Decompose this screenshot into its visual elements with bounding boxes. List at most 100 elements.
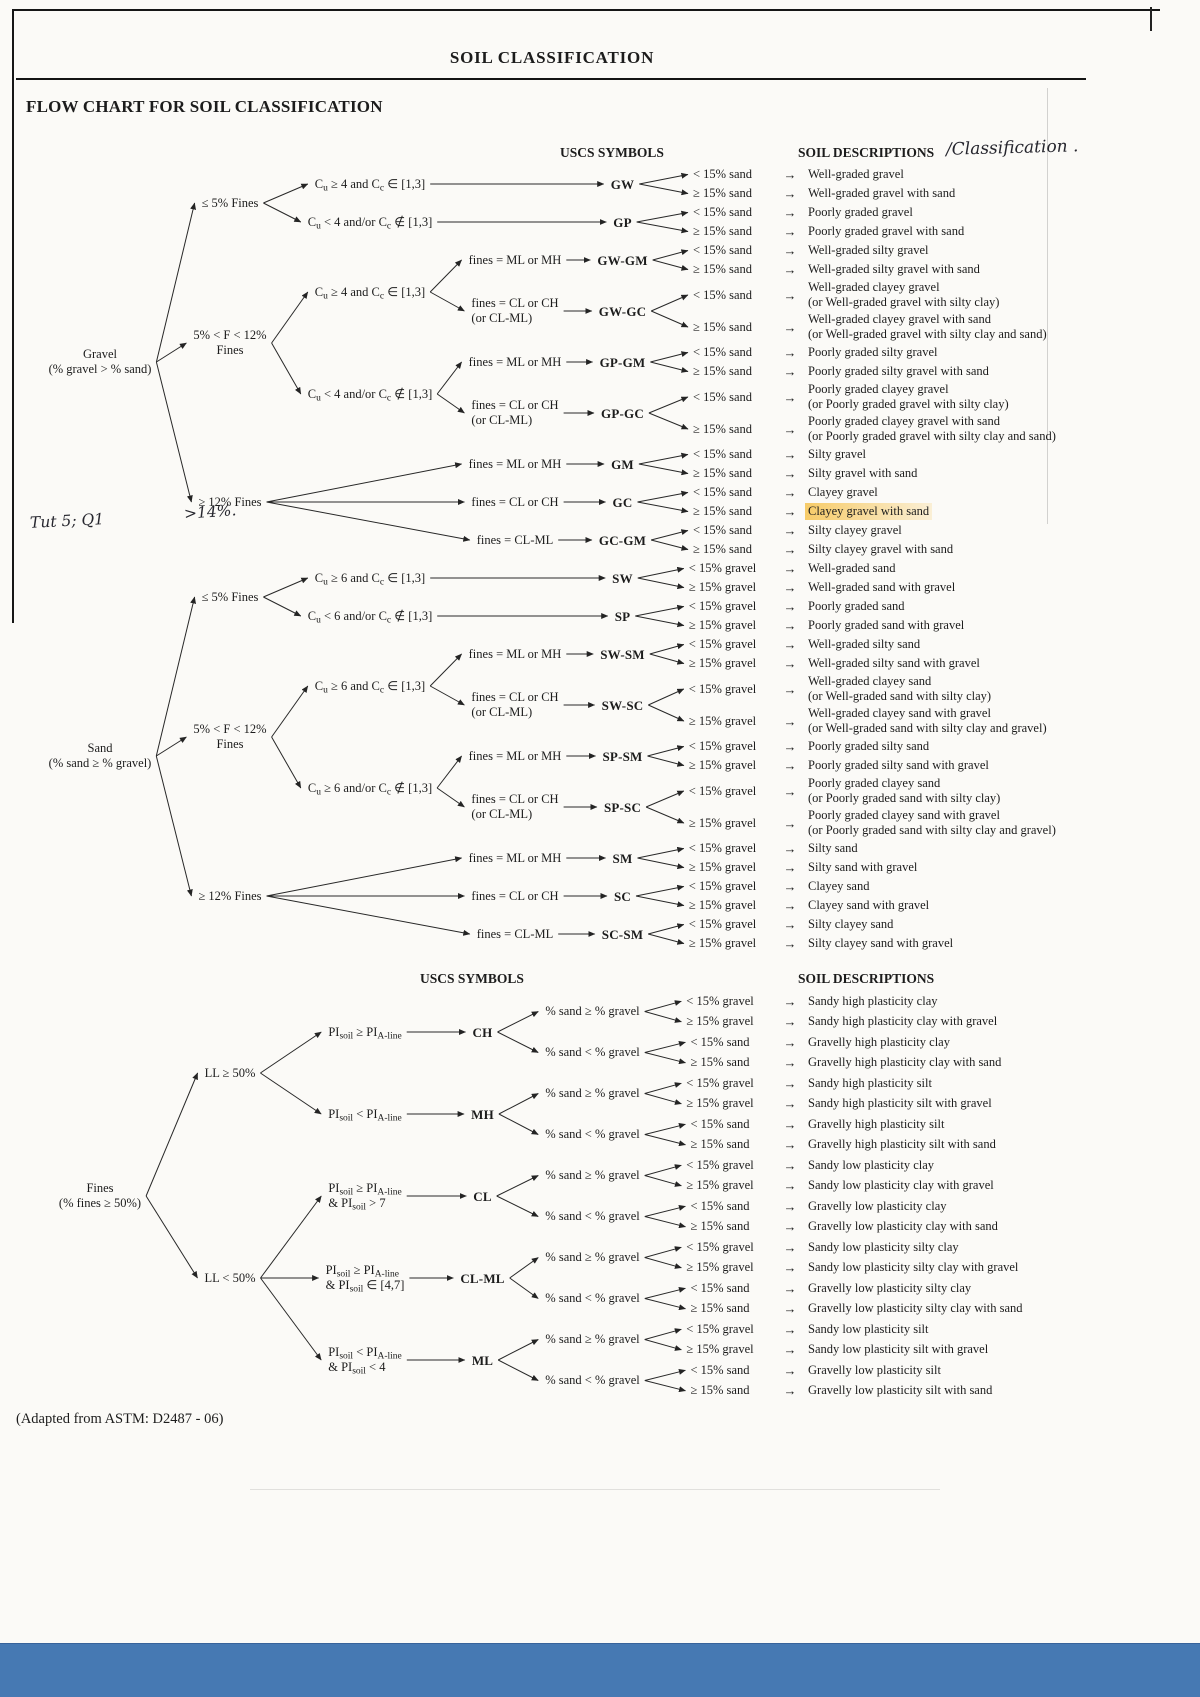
soil-description: Gravelly low plasticity silt [808,1362,941,1377]
gravel-flowchart: < 15% sand → Well-graded gravel ≥ 15% sand →… [0,165,1200,559]
percent-split-label: < 15% sand [692,243,753,257]
uscs-symbol: GC-GM [598,532,647,548]
uscs-symbol: GM [611,456,634,472]
soil-description: Silty clayey sand with gravel [808,936,954,950]
percent-split-label: ≥ 15% sand [690,1055,750,1070]
uscs-symbol: CL [473,1188,492,1204]
maps-to-arrow-icon: → [783,656,797,671]
uscs-symbol: SM [612,850,633,866]
maps-to-arrow-icon: → [783,713,797,729]
uscs-symbol: MH [471,1106,494,1122]
percent-split-label: < 15% gravel [688,917,757,931]
percent-split-label: ≥ 15% gravel [686,1096,754,1111]
maps-to-arrow-icon: → [783,1239,797,1255]
tree-node: Sand (% sand ≥ % gravel) [48,741,152,770]
maps-to-arrow-icon: → [783,1362,797,1378]
uscs-symbol: SW-SC [601,697,644,713]
percent-split-label: < 15% gravel [688,637,757,651]
tree-node: PIsoil < PIA-line & PIsoil < 4 [328,1345,402,1377]
tree-node: Cu ≥ 6 and Cc ∈ [1,3] [314,678,426,695]
uscs-symbols-header: USCS SYMBOLS [420,971,524,986]
maps-to-arrow-icon: → [783,345,797,360]
maps-to-arrow-icon: → [783,447,797,462]
maps-to-arrow-icon: → [783,1260,797,1276]
maps-to-arrow-icon: → [783,364,797,379]
maps-to-arrow-icon: → [783,1137,797,1153]
maps-to-arrow-icon: → [783,224,797,239]
header-rule [16,78,1086,80]
maps-to-arrow-icon: → [783,599,797,614]
soil-description: Well-graded sand [808,561,896,575]
uscs-symbol: GW-GC [598,303,647,319]
percent-split-label: < 15% gravel [688,561,757,575]
page-title: FLOW CHART FOR SOIL CLASSIFICATION [26,97,383,116]
maps-to-arrow-icon: → [783,1219,797,1235]
tree-node: % sand < % gravel [545,1209,640,1223]
percent-split-label: ≥ 15% sand [693,224,752,238]
soil-description: Poorly graded silty sand [808,739,930,753]
tree-node: ≥ 12% Fines [198,494,262,509]
percent-split-label: < 15% gravel [686,1075,754,1090]
soil-description: Sandy high plasticity silt [808,1075,932,1090]
uscs-symbol: GW-GM [597,252,648,268]
tree-node: ≤ 5% Fines [201,195,259,210]
tree-node: Cu < 4 and/or Cc ∉ [1,3] [307,214,433,231]
tree-node: Fines (% fines ≥ 50%) [58,1181,142,1210]
tree-node: fines = CL or CH (or CL-ML) [471,398,559,427]
soil-description: Clayey sand [808,879,870,893]
soil-description: Clayey sand with gravel [808,898,930,912]
uscs-symbol: SC [613,888,632,904]
uscs-symbol: SC-SM [601,926,644,942]
tree-node: % sand < % gravel [545,1045,640,1059]
scan-artifact-right-line [1047,88,1048,524]
uscs-symbol: SW [612,570,633,586]
percent-split-label: < 15% gravel [686,1157,754,1172]
maps-to-arrow-icon: → [783,1034,797,1050]
soil-description: Sandy low plasticity silty clay with gra… [808,1260,1019,1275]
percent-split-label: < 15% gravel [686,1321,754,1336]
maps-to-arrow-icon: → [783,739,797,754]
percent-split-label: < 15% sand [690,1280,750,1295]
tree-node: fines = ML or MH [468,748,562,763]
percent-split-label: ≥ 15% gravel [688,618,757,632]
percent-split-label: ≥ 15% gravel [686,1260,754,1275]
percent-split-label: ≥ 15% sand [693,364,752,378]
tree-node: Cu < 6 and/or Cc ∉ [1,3] [307,608,433,625]
soil-description: Well-graded clayey sand (or Well-graded s… [808,674,992,703]
percent-split-label: ≥ 15% gravel [686,1014,754,1029]
tree-node: PIsoil ≥ PIA-line & PIsoil ∈ [4,7] [325,1263,405,1295]
soil-description: Poorly graded clayey gravel (or Poorly gr… [808,382,1009,411]
soil-description: Sandy high plasticity clay with gravel [808,1014,998,1029]
soil-description: Gravelly high plasticity clay with sand [808,1055,1002,1070]
tree-node: Cu ≥ 6 and Cc ∈ [1,3] [314,570,426,587]
maps-to-arrow-icon: → [783,815,797,831]
maps-to-arrow-icon: → [783,1075,797,1091]
uscs-symbol: GP-GC [601,405,644,421]
percent-split-label: ≥ 15% gravel [688,898,757,912]
percent-split-label: ≥ 15% gravel [688,815,757,830]
maps-to-arrow-icon: → [783,917,797,932]
tree-node: LL < 50% [204,1270,256,1285]
tree-node: fines = CL-ML [476,926,554,941]
soil-description: Clayey gravel [808,485,878,499]
percent-split-label: ≥ 15% sand [693,186,752,200]
tree-node: fines = CL-ML [476,532,554,547]
soil-description: Sandy high plasticity silt with gravel [808,1096,992,1111]
tree-node: % sand ≥ % gravel [545,1004,640,1018]
tree-node: LL ≥ 50% [204,1065,256,1080]
uscs-symbol: SP [614,608,631,624]
maps-to-arrow-icon: → [783,1014,797,1030]
soil-description: Poorly graded clayey gravel with sand (or… [808,414,1056,443]
maps-to-arrow-icon: → [783,841,797,856]
source-note: (Adapted from ASTM: D2487 - 06) [16,1411,224,1427]
tree-node: % sand ≥ % gravel [545,1250,640,1264]
tree-node: Cu < 4 and/or Cc ∉ [1,3] [307,386,433,403]
percent-split-label: ≥ 15% sand [690,1383,750,1398]
percent-split-label: < 15% sand [690,1034,750,1049]
percent-split-label: < 15% gravel [686,993,754,1008]
column-headers-fines: USCS SYMBOLS SOIL DESCRIPTIONS [0,969,1200,991]
soil-description: Poorly graded gravel [808,205,913,219]
maps-to-arrow-icon: → [783,879,797,894]
soil-description: Poorly graded clayey sand with gravel (or… [808,808,1056,837]
